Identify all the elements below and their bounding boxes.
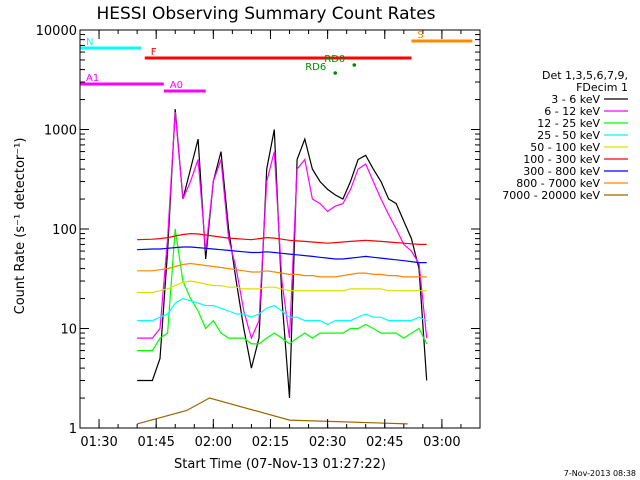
legend-entry-label: 300 - 800 keV [523, 165, 600, 178]
annotation-label: A0 [170, 80, 183, 91]
legend-entry-label: 800 - 7000 keV [516, 177, 600, 190]
legend-entry-label: 100 - 300 keV [523, 153, 600, 166]
legend-entry-label: 3 - 6 keV [551, 93, 600, 106]
y-tick-label: 100 [52, 223, 77, 238]
annotation-label: F [151, 47, 157, 58]
legend-entry-label: 50 - 100 keV [530, 141, 600, 154]
legend-entry-label: 6 - 12 keV [544, 105, 600, 118]
footer-date: 7-Nov-2013 08:38 [564, 469, 636, 478]
legend-entry-label: 25 - 50 keV [537, 129, 600, 142]
annotation-label: RD6 [305, 62, 326, 73]
annotation-label: S [417, 30, 423, 41]
y-tick-label: 1000 [44, 124, 77, 139]
series-layer [80, 39, 473, 425]
series-line [137, 297, 427, 326]
annotation-marker [333, 71, 338, 75]
series-line [137, 280, 427, 294]
y-tick-label: 10 [60, 323, 77, 338]
y-tick-label: 1 [69, 422, 77, 437]
annotation-label: N [86, 37, 93, 48]
x-axis-label: Start Time (07-Nov-13 01:27:22) [174, 457, 386, 472]
plot-frame [79, 29, 481, 429]
y-tick-label: 10000 [36, 24, 77, 39]
y-axis-label: Count Rate (s⁻¹ detector⁻¹) [13, 138, 28, 315]
series-line [136, 397, 408, 425]
x-tick-label: 03:00 [423, 435, 460, 450]
x-tick-label: 02:00 [195, 435, 232, 450]
x-tick-label: 02:15 [252, 435, 289, 450]
x-tick-label: 01:30 [80, 435, 117, 450]
legend-entry-label: 7000 - 20000 keV [502, 189, 600, 202]
series-line [137, 262, 427, 278]
axis-layer: 1 10 100 1000 10000 01:30 01:45 02:00 02:15 02:30… [36, 24, 481, 450]
legend-header-line-2: FDecim 1 [576, 81, 628, 94]
annotation-marker [352, 63, 357, 67]
series-line [137, 232, 427, 245]
series-line [137, 246, 427, 264]
x-tick-label: 02:30 [309, 435, 346, 450]
annotation-label: RD0 [324, 54, 345, 65]
annotation-label: A1 [86, 73, 99, 84]
x-tick-label: 02:45 [366, 435, 403, 450]
x-tick-label: 01:45 [137, 435, 174, 450]
chart-title: HESSI Observing Summary Count Rates [96, 4, 435, 24]
legend-header-line-1: Det 1,3,5,6,7,9, [542, 69, 628, 82]
series-line [137, 109, 428, 399]
series-line [137, 111, 428, 340]
legend-entry-label: 12 - 25 keV [537, 117, 600, 130]
